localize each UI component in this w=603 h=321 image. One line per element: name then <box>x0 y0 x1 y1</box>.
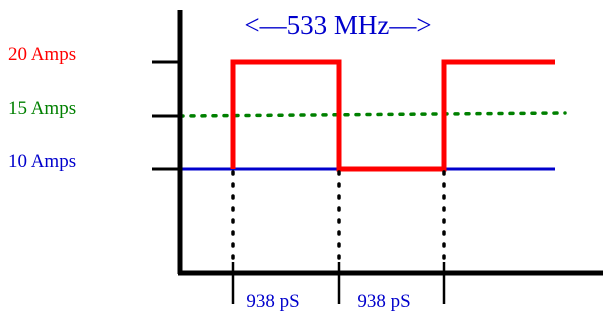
midline-15-amps <box>178 111 567 118</box>
interval-label-1: 938 pS <box>246 291 299 312</box>
frequency-title: <—533 MHz—> <box>244 10 431 40</box>
current-waveform <box>230 59 555 172</box>
level-label-15-amps: 15 Amps <box>8 98 76 119</box>
interval-label-2: 938 pS <box>357 291 410 312</box>
level-label-10-amps: 10 Amps <box>8 151 76 172</box>
level-label-20-amps: 20 Amps <box>8 44 76 65</box>
